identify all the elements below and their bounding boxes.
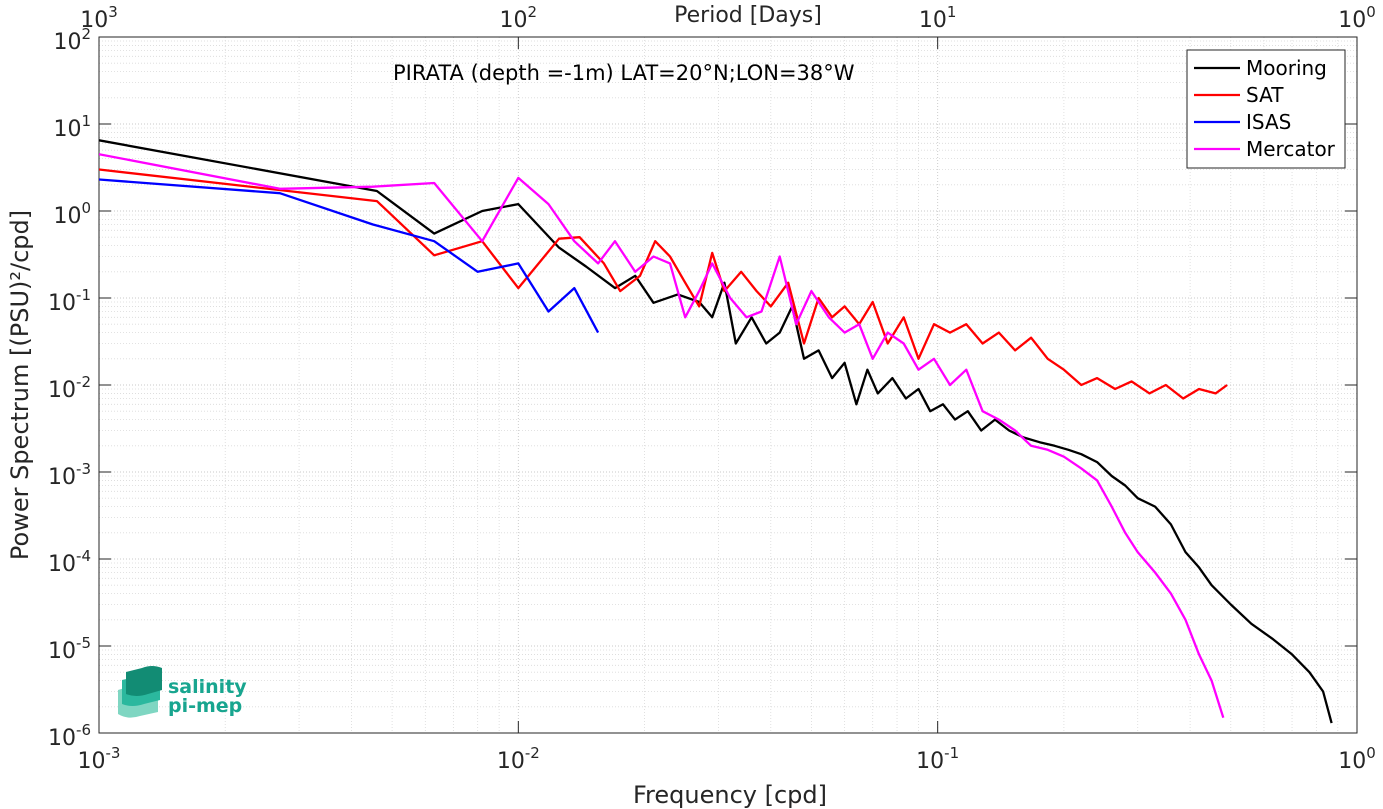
major-grid — [98, 36, 1358, 734]
y-tick-label: 10-4 — [48, 547, 91, 577]
plot-area — [98, 36, 1358, 734]
y-tick-label: 101 — [53, 112, 91, 142]
y-tick-label: 10-3 — [48, 460, 91, 490]
y-tick-label: 102 — [53, 25, 91, 55]
x-tick-label: 10-2 — [497, 744, 540, 774]
y-tick-label: 10-6 — [48, 721, 91, 751]
x-tick-label: 10-3 — [78, 744, 121, 774]
x2-tick-label: 102 — [500, 3, 538, 33]
x2-tick-label: 103 — [80, 3, 118, 33]
legend-label-mooring: Mooring — [1246, 56, 1327, 80]
series-line-mooring — [99, 139, 1333, 724]
logo-line1: salinity — [168, 676, 247, 698]
y-tick-labels: 102 101 100 10-1 10-2 10-3 10-4 10-5 10-6 — [48, 25, 91, 751]
logo-waves-icon — [118, 666, 162, 718]
x2-axis-label: Period [Days] — [674, 3, 822, 28]
minor-grid — [99, 37, 1357, 733]
series-line-sat — [99, 168, 1228, 400]
tick-marks — [98, 36, 1358, 734]
y-tick-label: 10-1 — [48, 286, 91, 316]
legend-label-isas: ISAS — [1246, 110, 1291, 134]
salinity-pi-mep-logo: salinity pi-mep — [118, 666, 247, 718]
x-tick-label: 10-1 — [916, 744, 959, 774]
x-axis-label: Frequency [cpd] — [633, 781, 827, 809]
x2-tick-label: 100 — [1338, 3, 1376, 33]
y-tick-label: 100 — [53, 199, 91, 229]
series-line-mercator — [99, 153, 1225, 719]
legend: Mooring SAT ISAS Mercator — [1186, 49, 1346, 169]
x-tick-labels: 10-3 10-2 10-1 100 — [78, 744, 1376, 774]
x2-tick-label: 101 — [919, 3, 957, 33]
x2-tick-labels: 103 102 101 100 — [80, 3, 1376, 33]
x-tick-label: 100 — [1338, 744, 1376, 774]
legend-label-mercator: Mercator — [1246, 137, 1336, 161]
series-line-isas — [99, 178, 600, 334]
logo-line2: pi-mep — [168, 695, 242, 717]
series-layer — [99, 139, 1333, 724]
legend-label-sat: SAT — [1246, 83, 1284, 107]
y-tick-label: 10-5 — [48, 634, 91, 664]
y-axis-label: Power Spectrum [(PSU)²/cpd] — [6, 210, 34, 560]
chart-title: PIRATA (depth =-1m) LAT=20°N;LON=38°W — [393, 61, 855, 85]
y-tick-label: 10-2 — [48, 373, 91, 403]
